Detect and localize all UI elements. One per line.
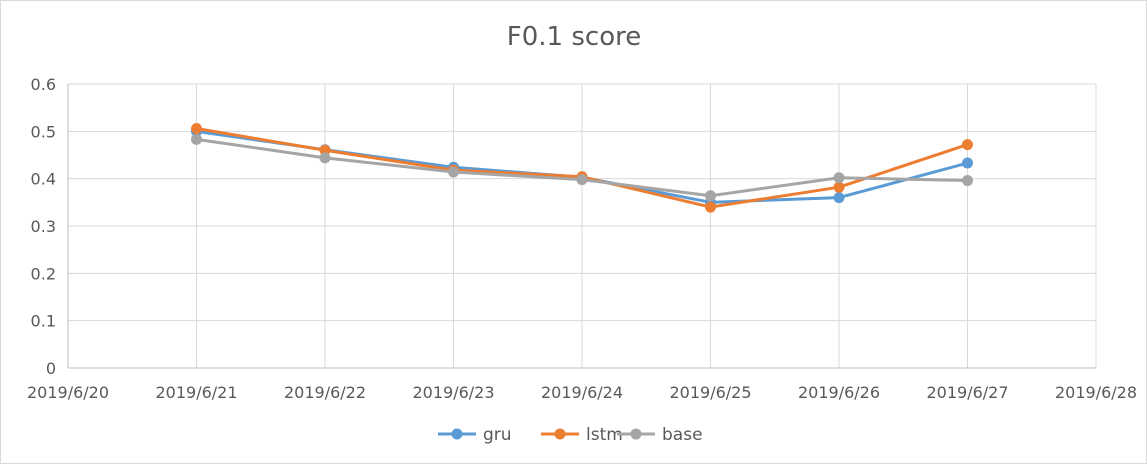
series-layer <box>191 122 973 213</box>
legend-marker-lstm <box>554 428 566 440</box>
gridlines <box>67 83 1097 368</box>
legend-label-base: base <box>662 425 703 445</box>
y-tick-label: 0.5 <box>31 122 56 141</box>
data-point-base <box>319 152 331 164</box>
data-point-base <box>191 133 202 145</box>
data-point-lstm <box>319 144 331 156</box>
data-point-gru <box>833 192 845 204</box>
x-tick-label: 2019/6/24 <box>541 383 623 402</box>
legend-label-gru: gru <box>483 425 512 445</box>
data-point-gru <box>962 157 973 169</box>
data-point-lstm <box>833 181 845 193</box>
x-tick-label: 2019/6/27 <box>926 383 1008 402</box>
data-point-lstm <box>705 201 716 213</box>
x-tick-label: 2019/6/28 <box>1055 383 1137 402</box>
x-tick-label: 2019/6/22 <box>284 383 366 402</box>
y-tick-label: 0.3 <box>31 217 56 236</box>
axes: 0 0.1 0.2 0.3 0.4 0.5 0.6 2019/6/20 2019/6/21 201… <box>27 75 1137 402</box>
legend-label-lstm: lstm <box>586 425 623 445</box>
chart-title: F0.1 score <box>507 22 641 52</box>
data-point-lstm <box>191 122 202 134</box>
x-tick-label: 2019/6/20 <box>27 383 109 402</box>
x-tick-label: 2019/6/23 <box>412 383 494 402</box>
data-point-base <box>576 174 588 186</box>
data-point-lstm <box>962 139 973 151</box>
x-tick-label: 2019/6/25 <box>669 383 751 402</box>
x-tick-label: 2019/6/26 <box>798 383 880 402</box>
data-point-base <box>833 172 845 184</box>
legend: gru lstm base <box>438 425 703 445</box>
y-tick-label: 0.1 <box>31 312 56 331</box>
legend-marker-gru <box>451 428 463 440</box>
data-point-base <box>962 175 973 187</box>
data-point-base <box>448 166 459 178</box>
y-tick-label: 0.2 <box>31 264 56 283</box>
y-tick-label: 0.4 <box>31 170 56 189</box>
x-tick-label: 2019/6/21 <box>155 383 237 402</box>
y-tick-label: 0 <box>46 359 56 378</box>
y-tick-label: 0.6 <box>31 75 56 94</box>
legend-marker-base <box>630 428 642 440</box>
data-point-base <box>705 190 716 202</box>
